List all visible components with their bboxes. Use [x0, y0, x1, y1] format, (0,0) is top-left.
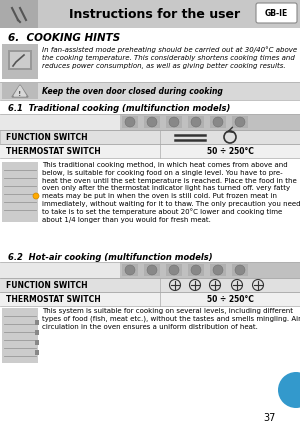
Bar [0, 0, 300, 28]
Circle shape [125, 265, 135, 275]
Bar [0, 130, 300, 144]
Text: 50 ÷ 250°C: 50 ÷ 250°C [207, 295, 254, 303]
Text: FUNCTION SWITCH: FUNCTION SWITCH [6, 133, 88, 142]
FancyBboxPatch shape [256, 3, 297, 23]
Circle shape [213, 117, 223, 127]
Bar [2, 44, 38, 79]
Bar [35, 320, 39, 325]
Bar [210, 264, 226, 276]
Circle shape [213, 265, 223, 275]
Text: !: ! [18, 91, 22, 97]
Bar [0, 0, 38, 28]
Text: 6.2  Hot-air cooking (multifunction models): 6.2 Hot-air cooking (multifunction model… [8, 252, 213, 261]
Bar [188, 264, 204, 276]
Bar [144, 116, 160, 128]
Bar [144, 264, 160, 276]
Bar [8, 50, 32, 70]
Bar [166, 264, 182, 276]
Circle shape [125, 117, 135, 127]
Bar [0, 144, 300, 158]
Bar [0, 130, 300, 144]
Bar [122, 116, 138, 128]
Bar [0, 114, 300, 130]
Circle shape [191, 117, 201, 127]
Text: Instructions for the user: Instructions for the user [69, 8, 241, 20]
Circle shape [147, 117, 157, 127]
Text: 6.  COOKING HINTS: 6. COOKING HINTS [8, 33, 120, 43]
Bar [2, 162, 38, 222]
Bar [0, 292, 300, 306]
Bar [35, 340, 39, 345]
Circle shape [278, 372, 300, 408]
Bar [0, 262, 300, 278]
Text: Keep the oven door closed during cooking: Keep the oven door closed during cooking [42, 87, 223, 96]
Polygon shape [14, 86, 26, 96]
Circle shape [235, 117, 245, 127]
Circle shape [235, 265, 245, 275]
Circle shape [169, 117, 179, 127]
Circle shape [169, 265, 179, 275]
Bar [10, 52, 30, 68]
Text: This traditional cooking method, in which heat comes from above and
below, is su: This traditional cooking method, in whic… [42, 162, 300, 223]
Text: FUNCTION SWITCH: FUNCTION SWITCH [6, 280, 88, 289]
Bar [2, 308, 38, 363]
Text: This system is suitable for cooking on several levels, including different
types: This system is suitable for cooking on s… [42, 308, 300, 330]
Bar [188, 116, 204, 128]
Bar [0, 262, 120, 278]
Circle shape [147, 265, 157, 275]
Bar [122, 264, 138, 276]
Bar [35, 330, 39, 335]
Bar [210, 116, 226, 128]
Text: THERMOSTAT SWITCH: THERMOSTAT SWITCH [6, 147, 101, 156]
Polygon shape [12, 85, 28, 97]
Bar [166, 116, 182, 128]
Bar [232, 116, 248, 128]
Text: In fan-assisted mode preheating should be carried out at 30/40°C above
the cooki: In fan-assisted mode preheating should b… [42, 46, 297, 69]
Bar [232, 264, 248, 276]
Text: 6.1  Traditional cooking (multifunction models): 6.1 Traditional cooking (multifunction m… [8, 104, 230, 113]
Text: 37: 37 [264, 413, 276, 423]
Bar [2, 83, 38, 99]
Text: THERMOSTAT SWITCH: THERMOSTAT SWITCH [6, 295, 101, 303]
Circle shape [33, 193, 39, 199]
Bar [35, 350, 39, 355]
Text: GB-IE: GB-IE [264, 8, 288, 17]
Circle shape [191, 265, 201, 275]
Bar [0, 114, 120, 130]
Bar [0, 82, 300, 100]
Bar [0, 278, 300, 292]
Text: 50 ÷ 250°C: 50 ÷ 250°C [207, 147, 254, 156]
